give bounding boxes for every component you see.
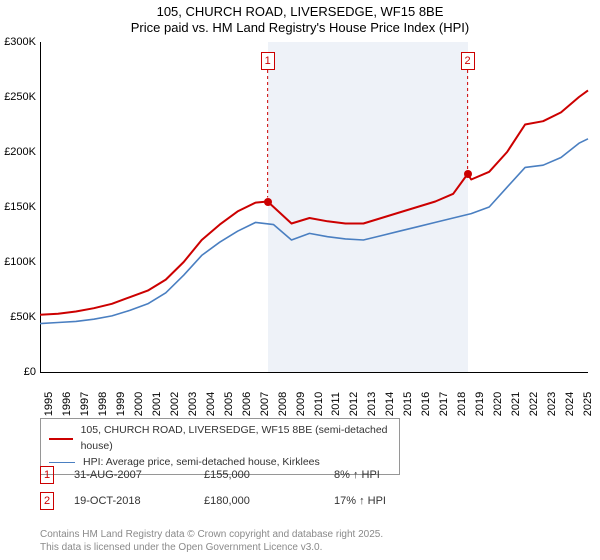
x-axis-labels: 1995 1996 1997 1998 1999 2000 2001 2002 2003 2004… (40, 374, 588, 414)
chart-lines-svg (40, 42, 588, 372)
y-tick-label: £150K (4, 201, 36, 213)
x-tick-label: 2005 (223, 392, 235, 416)
annotation-marker-1: 1 (40, 466, 54, 484)
annotation-date-2: 19-OCT-2018 (74, 495, 184, 507)
attribution-line-1: Contains HM Land Registry data © Crown c… (40, 528, 383, 541)
x-tick-label: 2007 (259, 392, 271, 416)
x-tick-label: 2008 (277, 392, 289, 416)
annotation-date-1: 31-AUG-2007 (74, 469, 184, 481)
series-line-hpi (40, 139, 588, 324)
y-tick-label: £250K (4, 91, 36, 103)
x-tick-label: 2018 (456, 392, 468, 416)
x-tick-label: 2022 (528, 392, 540, 416)
y-tick-label: £100K (4, 256, 36, 268)
x-tick-label: 2010 (313, 392, 325, 416)
annotation-box-1: 1 (261, 52, 275, 70)
x-tick-label: 2021 (510, 392, 522, 416)
x-tick-label: 2020 (492, 392, 504, 416)
x-tick-label: 2019 (474, 392, 486, 416)
price-marker-2 (464, 170, 472, 178)
y-tick-label: £200K (4, 146, 36, 158)
x-tick-label: 2004 (205, 392, 217, 416)
x-tick-label: 1999 (115, 392, 127, 416)
legend-item: 105, CHURCH ROAD, LIVERSEDGE, WF15 8BE (… (49, 423, 391, 455)
x-tick-label: 1995 (43, 392, 55, 416)
x-tick-label: 1996 (61, 392, 73, 416)
x-tick-label: 2006 (241, 392, 253, 416)
annotation-price-1: £155,000 (204, 469, 314, 481)
title-line-2: Price paid vs. HM Land Registry's House … (0, 20, 600, 36)
legend-label: 105, CHURCH ROAD, LIVERSEDGE, WF15 8BE (… (81, 423, 391, 455)
annotation-marker-2: 2 (40, 492, 54, 510)
x-tick-label: 2016 (420, 392, 432, 416)
y-tick-label: £50K (10, 311, 36, 323)
attribution-line-2: This data is licensed under the Open Gov… (40, 541, 383, 554)
legend-swatch (49, 462, 75, 463)
x-tick-label: 2003 (187, 392, 199, 416)
series-line-price_paid (40, 90, 588, 314)
x-tick-label: 2023 (546, 392, 558, 416)
annotation-box-2: 2 (461, 52, 475, 70)
y-tick-label: £300K (4, 36, 36, 48)
y-tick-label: £0 (24, 366, 36, 378)
price-marker-1 (264, 198, 272, 206)
x-tick-label: 2013 (366, 392, 378, 416)
title-line-1: 105, CHURCH ROAD, LIVERSEDGE, WF15 8BE (0, 4, 600, 20)
x-tick-label: 2001 (151, 392, 163, 416)
attribution-text: Contains HM Land Registry data © Crown c… (40, 528, 383, 554)
x-tick-label: 2025 (582, 392, 594, 416)
legend-swatch (49, 438, 73, 440)
x-tick-label: 2014 (384, 392, 396, 416)
x-tick-label: 2012 (348, 392, 360, 416)
annotation-pct-2: 17% ↑ HPI (334, 495, 444, 507)
annotation-price-2: £180,000 (204, 495, 314, 507)
x-tick-label: 2024 (564, 392, 576, 416)
footer-annotation-1: 1 31-AUG-2007 £155,000 8% ↑ HPI (40, 466, 580, 484)
x-tick-label: 2011 (330, 392, 342, 416)
x-tick-label: 2015 (402, 392, 414, 416)
x-tick-label: 2017 (438, 392, 450, 416)
annotation-pct-1: 8% ↑ HPI (334, 469, 444, 481)
x-tick-label: 1997 (79, 392, 91, 416)
x-tick-label: 1998 (97, 392, 109, 416)
chart-title: 105, CHURCH ROAD, LIVERSEDGE, WF15 8BE P… (0, 0, 600, 37)
x-tick-label: 2009 (295, 392, 307, 416)
x-tick-label: 2000 (133, 392, 145, 416)
footer-annotation-2: 2 19-OCT-2018 £180,000 17% ↑ HPI (40, 492, 580, 510)
y-axis-labels: £0£50K£100K£150K£200K£250K£300K (0, 42, 38, 372)
chart-plot-area: 12 (40, 42, 588, 372)
x-axis-line (40, 372, 588, 373)
x-tick-label: 2002 (169, 392, 181, 416)
